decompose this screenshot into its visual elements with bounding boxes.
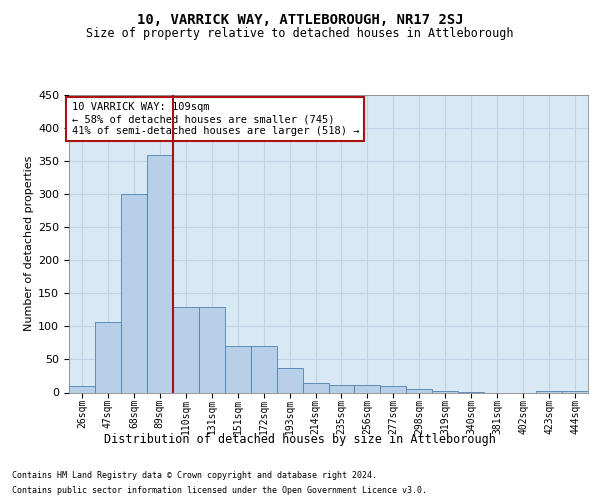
Text: Size of property relative to detached houses in Attleborough: Size of property relative to detached ho… xyxy=(86,28,514,40)
Bar xyxy=(536,390,562,392)
Bar xyxy=(251,346,277,393)
Bar xyxy=(380,386,406,392)
Bar xyxy=(302,382,329,392)
Y-axis label: Number of detached properties: Number of detached properties xyxy=(24,156,34,332)
Text: 10, VARRICK WAY, ATTLEBOROUGH, NR17 2SJ: 10, VARRICK WAY, ATTLEBOROUGH, NR17 2SJ xyxy=(137,12,463,26)
Bar xyxy=(355,384,380,392)
Bar xyxy=(277,368,302,392)
Text: Contains public sector information licensed under the Open Government Licence v3: Contains public sector information licen… xyxy=(12,486,427,495)
Bar xyxy=(173,306,199,392)
Text: 10 VARRICK WAY: 109sqm
← 58% of detached houses are smaller (745)
41% of semi-de: 10 VARRICK WAY: 109sqm ← 58% of detached… xyxy=(71,102,359,136)
Bar xyxy=(95,322,121,392)
Bar xyxy=(329,384,355,392)
Text: Contains HM Land Registry data © Crown copyright and database right 2024.: Contains HM Land Registry data © Crown c… xyxy=(12,471,377,480)
Bar xyxy=(406,389,432,392)
Bar xyxy=(562,390,588,392)
Bar xyxy=(69,386,95,392)
Bar xyxy=(225,346,251,393)
Bar xyxy=(433,390,458,392)
Bar xyxy=(147,154,173,392)
Bar xyxy=(121,194,147,392)
Text: Distribution of detached houses by size in Attleborough: Distribution of detached houses by size … xyxy=(104,432,496,446)
Bar xyxy=(199,306,224,392)
